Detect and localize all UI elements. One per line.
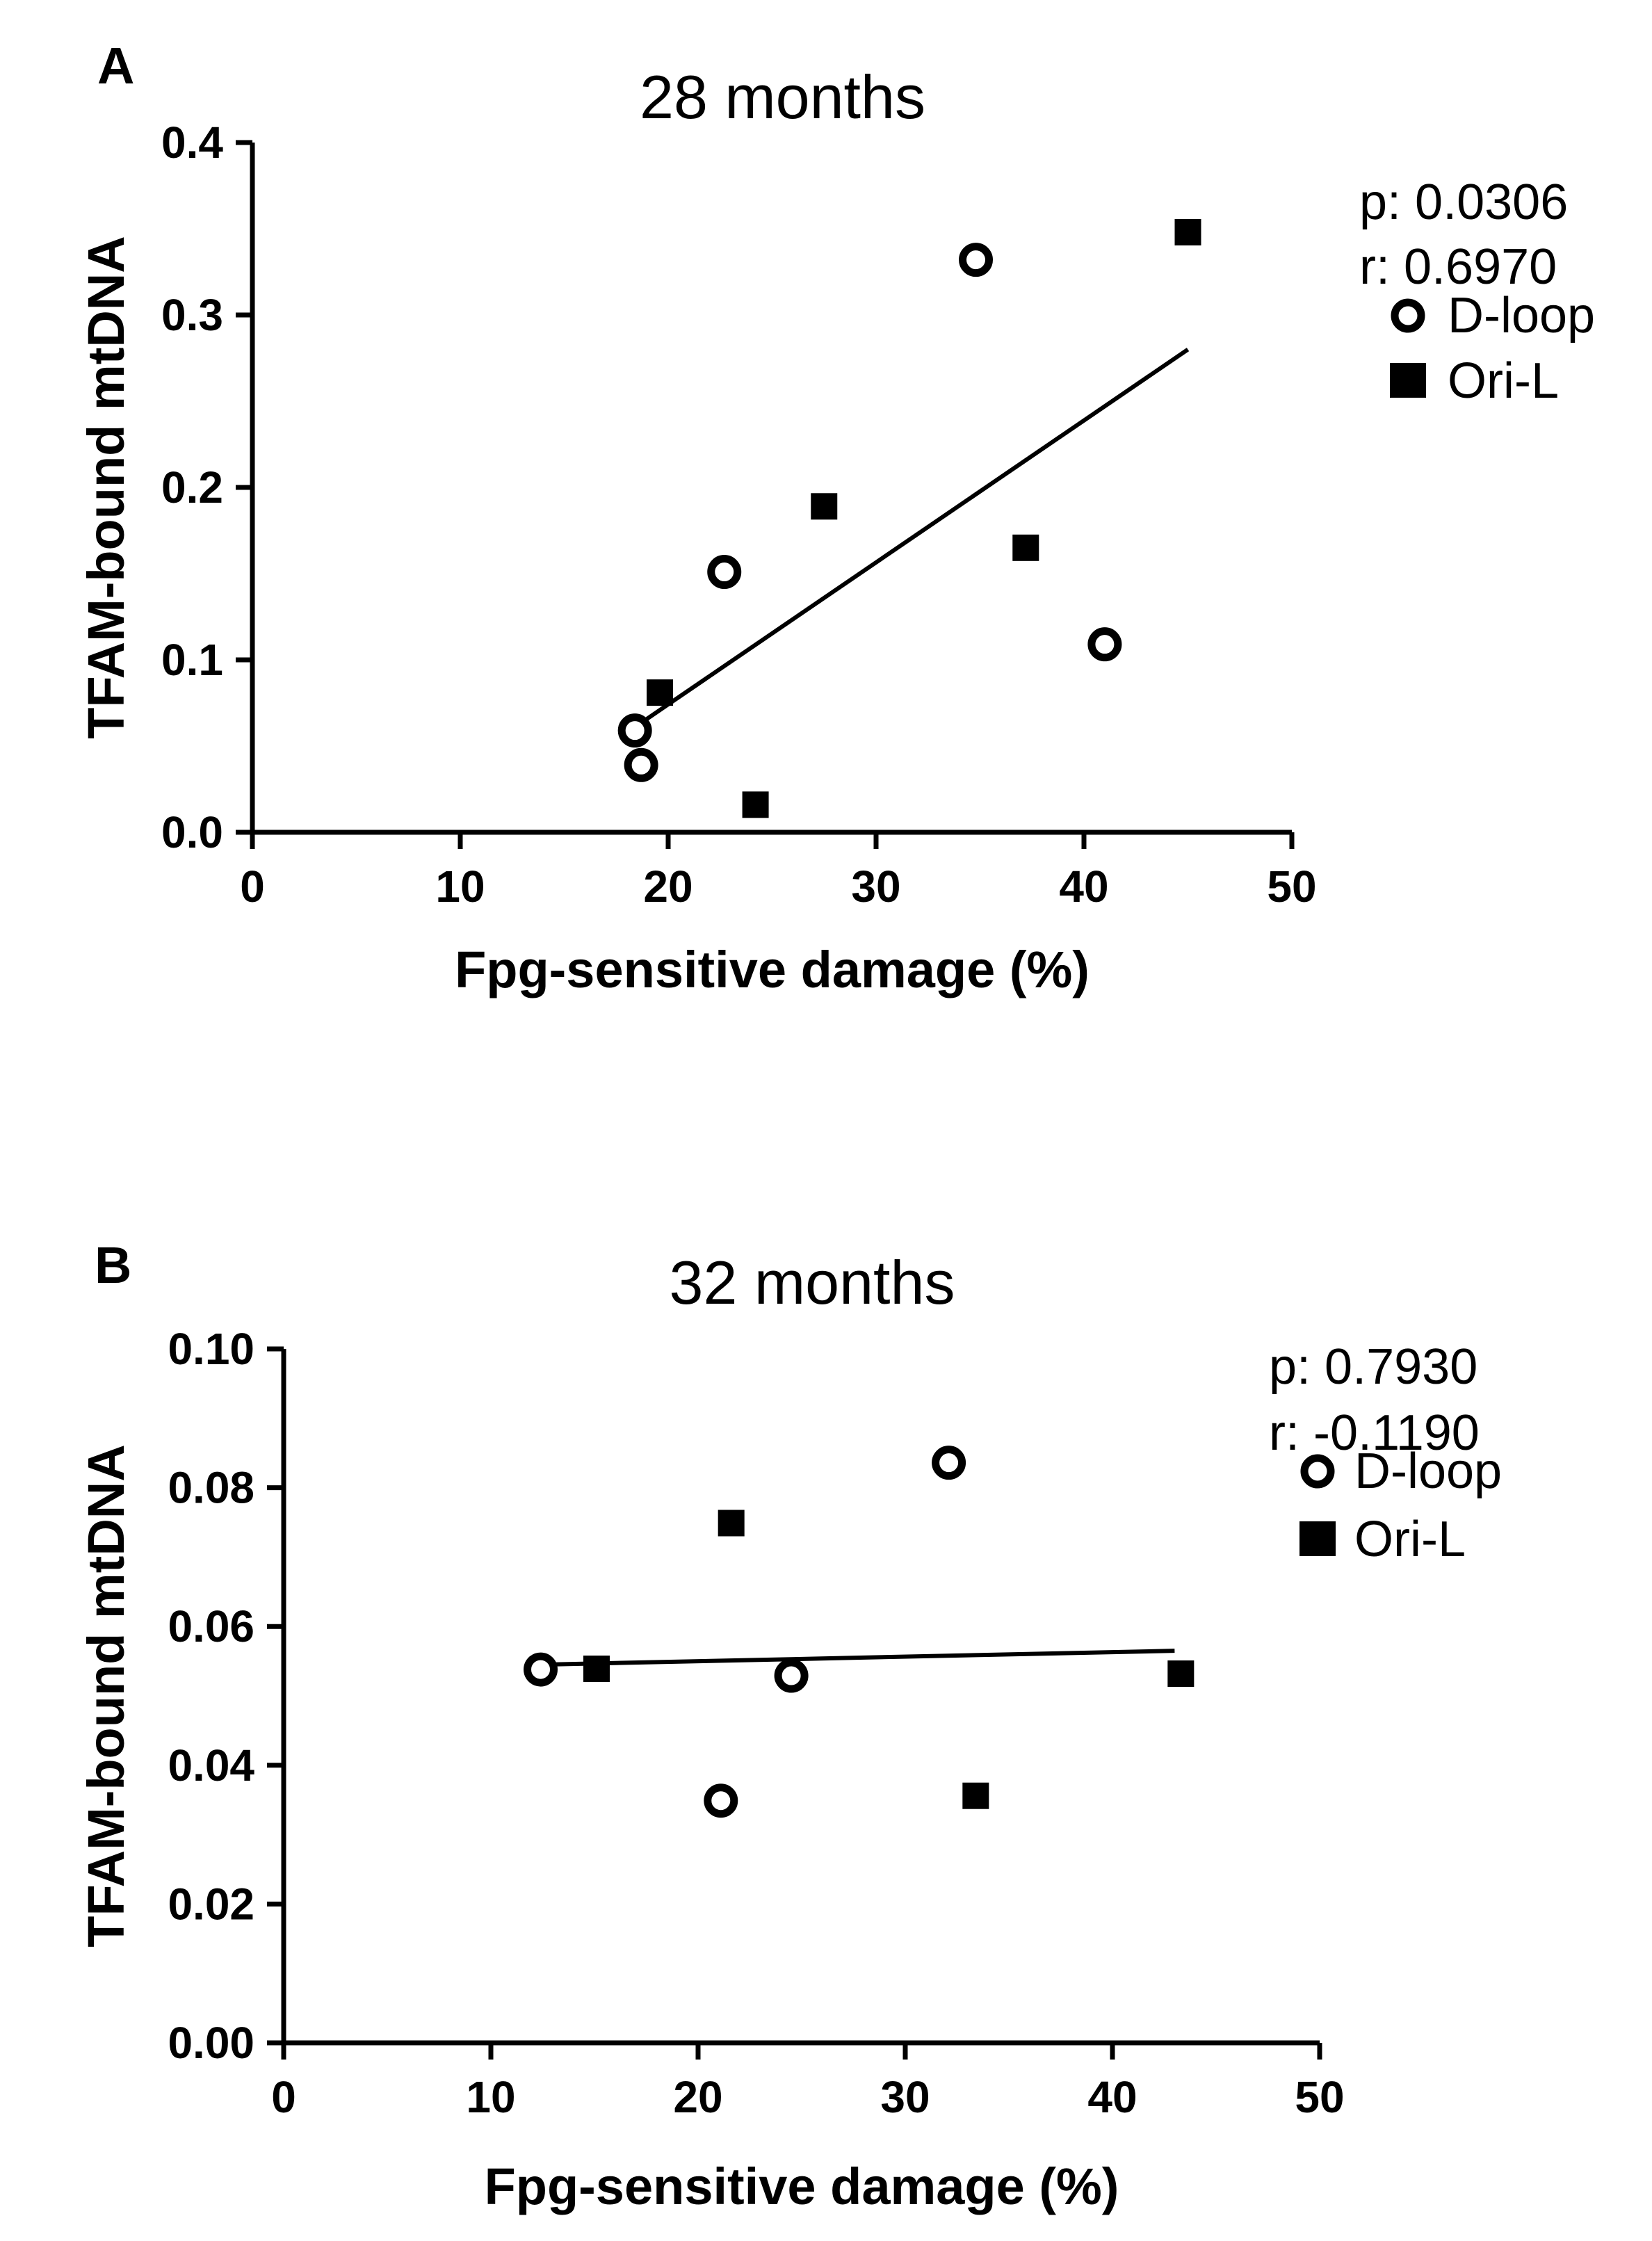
x-tick-label: 30 <box>880 2072 930 2122</box>
data-point-d-loop <box>774 1658 809 1693</box>
p-value: p: 0.7930 <box>1269 1339 1477 1395</box>
legend-marker-d-loop <box>1300 1454 1335 1489</box>
data-point-d-loop <box>707 555 742 590</box>
data-point-d-loop <box>932 1446 966 1480</box>
data-point-d-loop <box>1087 627 1122 662</box>
data-point-ori-l <box>647 679 674 706</box>
regression-line <box>633 348 1190 729</box>
x-tick-label: 20 <box>643 861 693 912</box>
y-tick-label: 0.10 <box>168 1324 254 1374</box>
p-value: p: 0.0306 <box>1359 175 1568 230</box>
chart-title: 28 months <box>640 63 925 131</box>
data-point-d-loop <box>617 713 652 748</box>
y-tick-label: 0.08 <box>168 1463 254 1513</box>
panel-label: B <box>95 1236 131 1294</box>
legend-label-d-loop: D-loop <box>1354 1443 1502 1499</box>
data-point-d-loop <box>624 747 658 782</box>
x-tick-label: 50 <box>1295 2072 1344 2122</box>
legend-label-ori-l: Ori-L <box>1354 1512 1466 1567</box>
x-tick-label: 50 <box>1267 861 1316 912</box>
x-tick-label: 10 <box>466 2072 515 2122</box>
x-axis-label: Fpg-sensitive damage (%) <box>455 941 1090 998</box>
data-point-ori-l <box>1012 534 1039 561</box>
regression-line <box>540 1649 1175 1667</box>
legend-marker-ori-l <box>1299 1521 1336 1556</box>
data-point-d-loop <box>704 1783 738 1818</box>
data-point-ori-l <box>742 791 769 818</box>
data-point-d-loop <box>524 1652 558 1687</box>
x-tick-label: 40 <box>1087 2072 1137 2122</box>
y-tick-label: 0.1 <box>161 635 223 685</box>
y-tick-label: 0.00 <box>168 2018 254 2068</box>
data-point-ori-l <box>583 1656 610 1683</box>
chart-panel-a: A 28 months 0 10 20 30 40 50 0.0 0.1 0.2 0.3 0.4 Fpg-… <box>77 37 1595 998</box>
x-tick-label: 40 <box>1059 861 1108 912</box>
r-value: r: 0.6970 <box>1359 239 1557 295</box>
x-tick-label: 20 <box>673 2072 722 2122</box>
x-tick-label: 0 <box>240 861 265 912</box>
y-axis-label: TFAM-bound mtDNA <box>77 236 135 738</box>
x-tick-label: 30 <box>851 861 900 912</box>
legend-marker-d-loop <box>1391 298 1425 333</box>
data-point-d-loop <box>959 243 994 277</box>
data-point-ori-l <box>1167 1660 1195 1688</box>
y-tick-label: 0.06 <box>168 1601 254 1651</box>
data-point-ori-l <box>718 1510 745 1537</box>
x-tick-label: 10 <box>435 861 485 912</box>
legend-marker-ori-l <box>1390 363 1426 398</box>
legend-label-ori-l: Ori-L <box>1448 353 1559 409</box>
y-tick-label: 0.02 <box>168 1879 254 1929</box>
y-axis-label: TFAM-bound mtDNA <box>77 1444 135 1947</box>
x-axis-label: Fpg-sensitive damage (%) <box>485 2158 1119 2215</box>
r-value: r: -0.1190 <box>1269 1405 1480 1461</box>
panel-label: A <box>97 37 134 95</box>
chart-panel-b: B 32 months 0 10 20 30 40 50 0.00 0.02 0.04 0.06 0.0… <box>77 1236 1502 2215</box>
y-tick-label: 0.0 <box>161 807 223 857</box>
legend-label-d-loop: D-loop <box>1448 288 1595 343</box>
y-tick-label: 0.04 <box>168 1740 254 1790</box>
y-tick-label: 0.3 <box>161 290 223 340</box>
x-tick-label: 0 <box>271 2072 296 2122</box>
y-tick-label: 0.4 <box>161 118 223 168</box>
data-point-ori-l <box>962 1782 989 1809</box>
data-point-ori-l <box>811 493 838 520</box>
chart-title: 32 months <box>670 1248 955 1317</box>
y-tick-label: 0.2 <box>161 462 223 512</box>
data-point-ori-l <box>1174 218 1201 245</box>
